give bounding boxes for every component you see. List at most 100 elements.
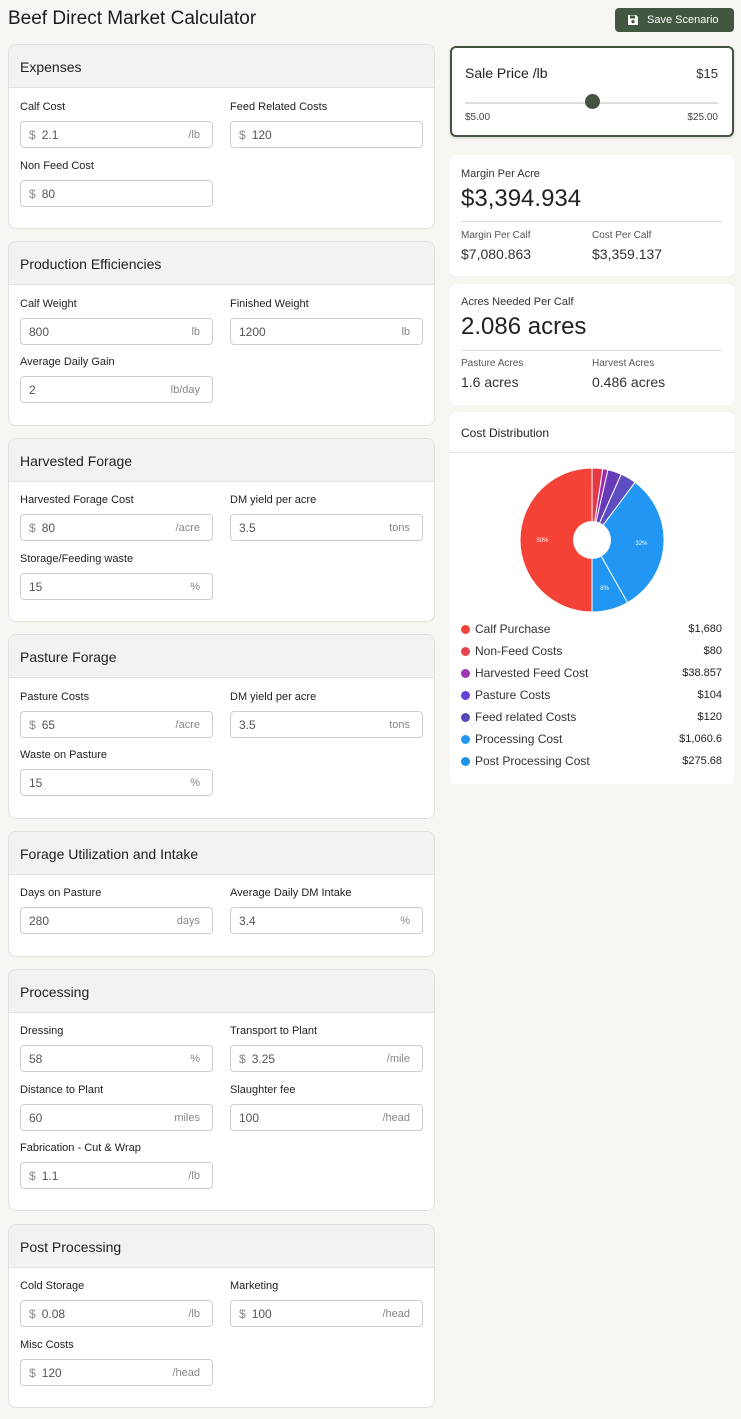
feed-related-input[interactable]: $120	[230, 121, 423, 148]
field-label: DM yield per acre	[230, 494, 317, 506]
input-value: 120	[41, 1365, 62, 1380]
input-value: 0.08	[41, 1306, 66, 1321]
calf-cost-input[interactable]: $2.1/lb	[20, 121, 213, 148]
input-value: 280	[29, 913, 50, 928]
transport-input[interactable]: $3.25/mile	[230, 1045, 423, 1072]
dm-intake-input[interactable]: 3.4%	[230, 907, 423, 934]
pie-slice-calf-purchase[interactable]	[519, 467, 593, 613]
legend-label: Harvested Feed Cost	[475, 666, 589, 680]
adg-input[interactable]: 2 lb/day	[20, 376, 213, 403]
pie-slice-post-processing-cost[interactable]	[591, 538, 629, 613]
legend-item[interactable]: Feed related Costs $120	[461, 706, 722, 728]
finished-weight-field: Finished Weight 1200 lb	[230, 298, 423, 345]
input-suffix: lb/day	[170, 383, 200, 396]
input-value: 1.1	[41, 1168, 59, 1183]
field-label: DM yield per acre	[230, 691, 317, 703]
save-scenario-button[interactable]: Save Scenario	[615, 8, 734, 32]
section-title: Forage Utilization and Intake	[9, 832, 434, 875]
legend-value: $275.68	[682, 755, 722, 767]
input-value: 3.5	[239, 520, 256, 535]
pasture-forage-card: Pasture Forage Pasture Costs $65/acre DM…	[8, 634, 435, 819]
expenses-card: Expenses Calf Cost $2.1/lb Feed Related …	[8, 44, 435, 229]
legend-label: Feed related Costs	[475, 710, 577, 724]
legend-value: $104	[697, 689, 722, 701]
distance-input[interactable]: 60 miles	[20, 1104, 213, 1131]
legend-label: Non-Feed Costs	[475, 644, 563, 658]
field-label: Feed Related Costs	[230, 101, 328, 113]
input-suffix: /lb	[188, 1169, 200, 1182]
misc-costs-input[interactable]: $120/head	[20, 1359, 213, 1386]
non-feed-input[interactable]: $80	[20, 180, 213, 207]
input-value: 3.25	[251, 1051, 276, 1066]
input-suffix: %	[400, 914, 410, 927]
page-title: Beef Direct Market Calculator	[8, 8, 257, 29]
field-label: Average Daily Gain	[20, 356, 115, 368]
pasture-acres-label: Pasture Acres	[461, 358, 524, 369]
field-label: Dressing	[20, 1025, 64, 1037]
slaughter-fee-input[interactable]: 100/head	[230, 1104, 423, 1131]
input-suffix: %	[190, 1052, 200, 1065]
distance-field: Distance to Plant 60 miles	[20, 1084, 213, 1131]
input-value: 100	[239, 1110, 260, 1125]
storage-waste-field: Storage/Feeding waste 15%	[20, 553, 213, 600]
section-title: Pasture Forage	[9, 635, 434, 678]
input-value: 60	[29, 1110, 43, 1125]
input-value: 65	[41, 717, 56, 732]
harvested-dm-yield-input[interactable]: 3.5 tons	[230, 514, 423, 541]
legend-label: Pasture Costs	[475, 688, 551, 702]
input-value: 800	[29, 324, 50, 339]
days-on-pasture-input[interactable]: 280 days	[20, 907, 213, 934]
input-suffix: /acre	[175, 718, 200, 731]
fabrication-input[interactable]: $1.1/lb	[20, 1162, 213, 1189]
legend-item[interactable]: Harvested Feed Cost $38.857	[461, 662, 722, 684]
input-prefix: $	[239, 1051, 246, 1066]
margin-per-calf-value: $7,080.863	[461, 246, 532, 262]
calf-weight-input[interactable]: 800 lb	[20, 318, 213, 345]
section-title: Post Processing	[9, 1225, 434, 1268]
pasture-cost-input[interactable]: $65/acre	[20, 711, 213, 738]
sale-price-slider-handle[interactable]	[585, 94, 600, 109]
adg-field: Average Daily Gain 2 lb/day	[20, 356, 213, 403]
harvested-cost-input[interactable]: $80/acre	[20, 514, 213, 541]
pasture-dm-yield-input[interactable]: 3.5 tons	[230, 711, 423, 738]
transport-field: Transport to Plant $3.25/mile	[230, 1025, 423, 1072]
input-suffix: /mile	[386, 1052, 410, 1065]
divider	[461, 350, 722, 351]
input-suffix: /head	[382, 1307, 410, 1320]
field-label: Calf Weight	[20, 298, 77, 310]
cold-storage-field: Cold Storage $0.08/lb	[20, 1280, 213, 1327]
pasture-waste-input[interactable]: 15%	[20, 769, 213, 796]
storage-waste-input[interactable]: 15%	[20, 573, 213, 600]
margin-per-calf-label: Margin Per Calf	[461, 230, 531, 241]
pasture-waste-field: Waste on Pasture 15%	[20, 749, 213, 796]
section-title: Expenses	[9, 45, 434, 88]
dressing-input[interactable]: 58%	[20, 1045, 213, 1072]
post-processing-card: Post Processing Cold Storage $0.08/lb Ma…	[8, 1224, 435, 1408]
pie-slice-label: 8%	[600, 586, 609, 592]
input-suffix: /lb	[188, 128, 200, 141]
finished-weight-input[interactable]: 1200 lb	[230, 318, 423, 345]
marketing-input[interactable]: $100/head	[230, 1300, 423, 1327]
input-prefix: $	[29, 186, 36, 201]
field-label: Transport to Plant	[230, 1025, 318, 1037]
input-suffix: days	[176, 914, 200, 927]
legend-item[interactable]: Calf Purchase $1,680	[461, 618, 722, 640]
legend-item[interactable]: Pasture Costs $104	[461, 684, 722, 706]
production-card: Production Efficiencies Calf Weight 800 l…	[8, 241, 435, 426]
save-label: Save Scenario	[647, 14, 719, 26]
legend-item[interactable]: Post Processing Cost $275.68	[461, 750, 722, 772]
legend-dot-icon	[461, 756, 470, 766]
divider	[450, 452, 734, 453]
pasture-dm-yield-field: DM yield per acre 3.5 tons	[230, 691, 423, 738]
cold-storage-input[interactable]: $0.08/lb	[20, 1300, 213, 1327]
days-on-pasture-field: Days on Pasture 280 days	[20, 887, 213, 934]
input-suffix: %	[190, 776, 200, 789]
input-prefix: $	[29, 127, 36, 142]
legend-item[interactable]: Non-Feed Costs $80	[461, 640, 722, 662]
input-suffix: /acre	[175, 521, 200, 534]
pie-slice-processing-cost[interactable]	[591, 481, 665, 604]
sale-price-title: Sale Price /lb	[465, 65, 548, 81]
input-value: 58	[29, 1051, 43, 1066]
legend-dot-icon	[461, 646, 470, 656]
legend-item[interactable]: Processing Cost $1,060.6	[461, 728, 722, 750]
